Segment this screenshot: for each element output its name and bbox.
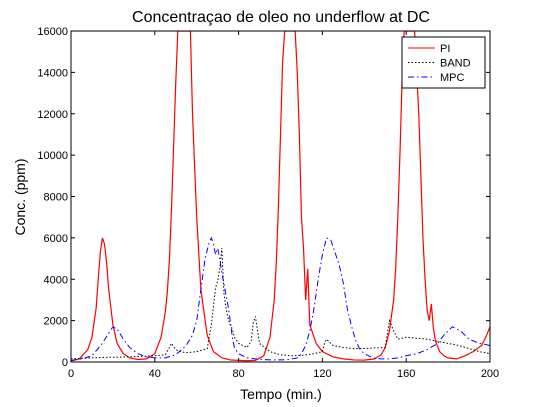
x-tick-label: 160 [397, 368, 415, 380]
chart-title: Concentraçao de oleo no underflow at DC [132, 9, 430, 26]
y-axis-label: Conc. (ppm) [12, 158, 28, 235]
x-tick-label: 200 [481, 368, 499, 380]
legend-label-mpc: MPC [440, 72, 465, 84]
y-tick-label: 10000 [37, 150, 68, 162]
series-line-band [71, 248, 490, 360]
legend-label-pi: PI [440, 43, 450, 55]
plot-area [71, 31, 490, 362]
y-tick-label: 12000 [37, 109, 68, 121]
series-line-pi [71, 31, 490, 362]
y-tick-label: 16000 [37, 26, 68, 38]
x-tick-label: 80 [232, 368, 244, 380]
y-tick-label: 4000 [44, 274, 68, 286]
y-tick-label: 14000 [37, 67, 68, 79]
x-tick-label: 120 [313, 368, 331, 380]
legend-label-band: BAND [440, 58, 471, 70]
y-tick-label: 2000 [44, 316, 68, 328]
series-line-mpc [71, 236, 490, 361]
y-tick-label: 8000 [44, 192, 68, 204]
y-tick-label: 6000 [44, 233, 68, 245]
legend: PI BAND MPC [401, 36, 486, 89]
axes: 0 40 80 120 160 20002000400060008000100001200… [37, 26, 499, 380]
x-tick-label: 0 [68, 368, 74, 380]
y-tick-label: 0 [62, 357, 68, 369]
x-tick-label: 40 [149, 368, 161, 380]
x-axis-label: Tempo (min.) [240, 386, 322, 402]
